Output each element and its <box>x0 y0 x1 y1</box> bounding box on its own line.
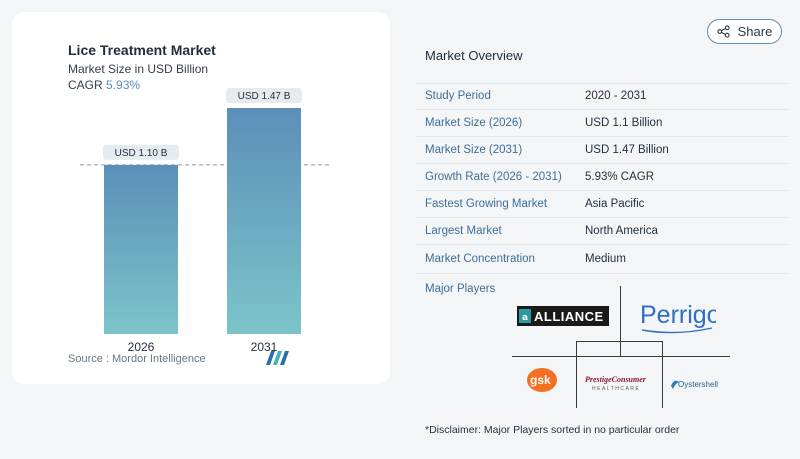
overview-label: Growth Rate (2026 - 2031) <box>425 171 562 183</box>
oystershell-logo-text: Oystershell <box>678 380 718 389</box>
overview-title: Market Overview <box>425 48 523 63</box>
overview-row: Market Size (2031) USD 1.47 Billion <box>416 137 789 164</box>
overview-row: Study Period 2020 - 2031 <box>416 83 789 110</box>
overview-label: Largest Market <box>425 225 502 237</box>
overview-label: Market Size (2026) <box>425 117 523 129</box>
overview-value: USD 1.47 Billion <box>585 144 669 156</box>
prestige-logo-subtext: HEALTHCARE <box>592 386 640 392</box>
bar-2031 <box>227 107 301 334</box>
data-label: USD 1.47 B <box>238 91 291 102</box>
gsk-logo-text: gsk <box>530 373 551 387</box>
overview-label: Market Size (2031) <box>425 144 523 156</box>
mordor-logo-icon <box>266 351 289 365</box>
overview-row: Market Size (2026) USD 1.1 Billion <box>416 110 789 137</box>
x-tick-label: 2026 <box>128 340 155 354</box>
players-grid <box>512 286 730 408</box>
share-label: Share <box>737 24 773 39</box>
share-button[interactable]: Share <box>707 19 782 44</box>
overview-value: USD 1.1 Billion <box>585 117 663 129</box>
overview-label: Market Concentration <box>425 252 535 265</box>
grid-divider <box>620 286 621 356</box>
overview-value: 2020 - 2031 <box>585 90 647 102</box>
bar-chart: USD 1.10 B 2026 USD 1.47 B 2031 <box>80 87 330 354</box>
prestige-logo: PrestigeConsumer HEALTHCARE <box>585 375 647 392</box>
disclaimer: *Disclaimer: Major Players sorted in no … <box>425 424 680 436</box>
chart-title: Lice Treatment Market <box>68 42 216 58</box>
overview-table: Study Period 2020 - 2031 Market Size (20… <box>416 83 789 272</box>
chart-cagr: CAGR 5.93% <box>68 78 140 92</box>
share-icon <box>717 25 730 38</box>
grid-divider <box>512 356 730 357</box>
bar-2026 <box>104 164 178 334</box>
grid-divider <box>576 341 663 342</box>
overview-row: Market Concentration Medium <box>416 245 789 272</box>
grid-divider <box>662 341 663 408</box>
overview-top-divider <box>416 83 789 84</box>
overview-label: Study Period <box>425 90 491 102</box>
alliance-logo: a ALLIANCE <box>517 306 609 326</box>
overview-row: Growth Rate (2026 - 2031) 5.93% CAGR <box>416 164 789 191</box>
cagr-value: 5.93% <box>106 78 141 92</box>
overview-value: Asia Pacific <box>585 198 645 210</box>
perrigo-logo-text: Perrigo <box>640 301 716 329</box>
grid-divider <box>576 341 577 408</box>
overview-label: Fastest Growing Market <box>425 198 548 210</box>
overview-row: Fastest Growing Market Asia Pacific <box>416 191 789 218</box>
gsk-logo: gsk <box>527 368 557 392</box>
data-label-bg <box>103 144 179 160</box>
data-label: USD 1.10 B <box>115 148 168 159</box>
alliance-logo-text: ALLIANCE <box>534 309 604 324</box>
chart-card <box>12 12 390 384</box>
players-title: Major Players <box>425 283 496 295</box>
data-label-bg <box>226 87 302 103</box>
svg-text:a: a <box>522 313 528 323</box>
cagr-label: CAGR <box>68 78 103 92</box>
chart-subtitle: Market Size in USD Billion <box>68 62 209 76</box>
chart-source: Source : Mordor Intelligence <box>68 353 206 365</box>
overview-bottom-divider <box>416 273 789 274</box>
overview-value: Medium <box>585 252 626 265</box>
perrigo-logo: Perrigo <box>640 301 716 334</box>
overview-row: Largest Market North America <box>416 218 789 245</box>
x-tick-label: 2031 <box>251 340 278 354</box>
overview-value: North America <box>585 225 658 237</box>
overview-value: 5.93% CAGR <box>585 171 655 183</box>
oystershell-logo: Oystershell <box>671 380 718 389</box>
prestige-logo-text: PrestigeConsumer <box>585 375 647 384</box>
